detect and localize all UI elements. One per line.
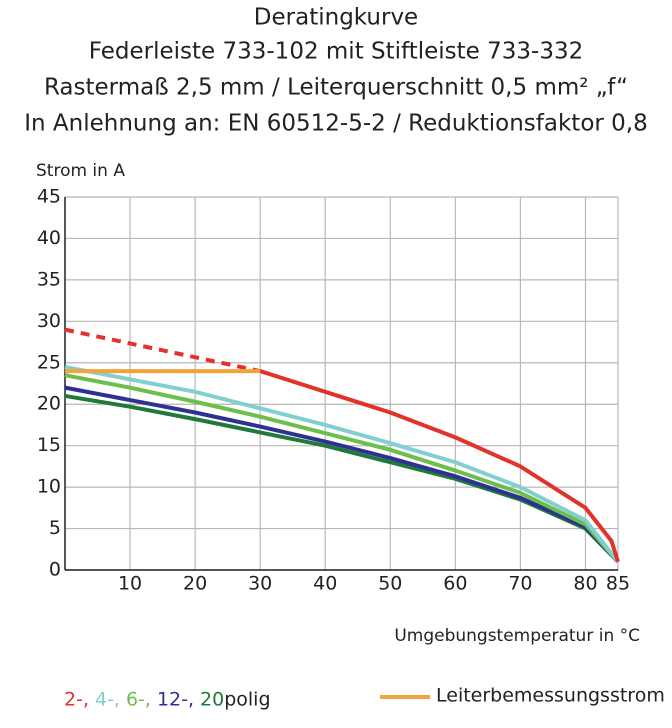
series-line — [64, 385, 620, 564]
x-tick-label: 70 — [508, 573, 532, 595]
y-tick-label: 10 — [37, 476, 61, 498]
chart-title: Deratingkurve — [254, 5, 418, 31]
y-axis-title: Strom in A — [36, 161, 125, 181]
y-tick-label: 35 — [37, 268, 61, 290]
y-tick-label: 45 — [37, 186, 61, 208]
x-tick-label: 85 — [606, 573, 630, 595]
legend-label: 6-, — [126, 689, 151, 711]
x-tick-label: 80 — [573, 573, 597, 595]
chart-subtitle: Federleiste 733-102 mit Stiftleiste 733-… — [89, 39, 583, 65]
y-tick-label: 30 — [37, 310, 61, 332]
y-tick-label: 25 — [37, 351, 61, 373]
y-tick-label: 20 — [37, 393, 61, 415]
x-tick-label: 30 — [248, 573, 272, 595]
legend-label: 2-, — [64, 689, 89, 711]
y-tick-label: 15 — [37, 434, 61, 456]
series-line — [259, 369, 620, 563]
y-tick-label: 0 — [49, 559, 61, 581]
legend-label: 20 — [200, 689, 224, 711]
legend-label: 4-, — [95, 689, 120, 711]
x-tick-label: 40 — [313, 573, 337, 595]
chart-subtitle: In Anlehnung an: EN 60512-5-2 / Reduktio… — [24, 111, 648, 137]
chart-subtitle: Rastermaß 2,5 mm / Leiterquerschnitt 0,5… — [44, 75, 628, 101]
x-tick-label: 60 — [443, 573, 467, 595]
legend-label: 12-, — [157, 689, 194, 711]
legend-label: Leiterbemessungsstrom — [436, 685, 665, 707]
series-line — [64, 393, 620, 564]
y-tick-label: 40 — [37, 227, 61, 249]
x-tick-label: 50 — [378, 573, 402, 595]
x-tick-label: 20 — [183, 573, 207, 595]
legend-suffix: polig — [224, 689, 270, 711]
y-tick-label: 5 — [49, 517, 61, 539]
series-line — [64, 364, 620, 563]
series-line-dashed — [64, 327, 261, 374]
series-line — [64, 373, 620, 564]
x-tick-label: 10 — [118, 573, 142, 595]
x-axis-title: Umgebungstemperatur in °C — [394, 626, 640, 646]
